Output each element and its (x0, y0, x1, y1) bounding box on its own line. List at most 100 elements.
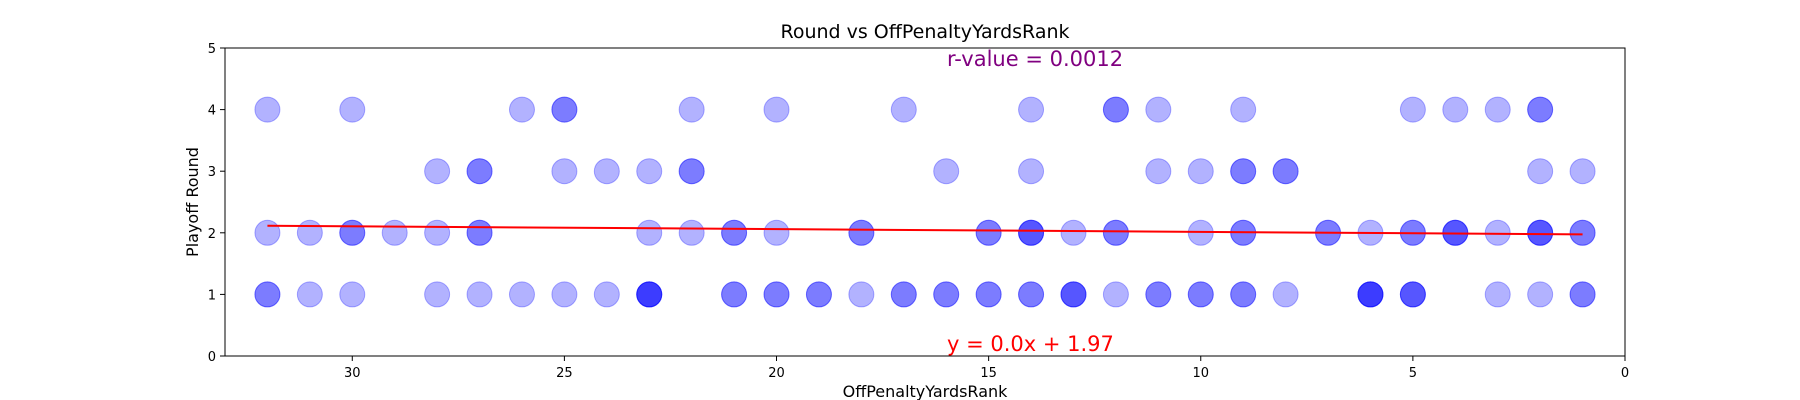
scatter-point (636, 281, 663, 308)
scatter-point (678, 158, 705, 185)
scatter-point (763, 219, 790, 246)
scatter-point (1145, 281, 1172, 308)
scatter-point (1018, 281, 1045, 308)
scatter-point (1018, 158, 1045, 185)
scatter-point (1102, 219, 1129, 246)
scatter-point (1442, 96, 1469, 123)
scatter-point (254, 281, 281, 308)
scatter-point (636, 281, 663, 308)
y-tick-label: 5 (208, 42, 216, 57)
x-tick-label: 10 (1192, 366, 1209, 381)
scatter-point (1527, 96, 1554, 123)
y-axis-ticks: 0 1 2 3 4 5 (208, 42, 225, 365)
x-axis-label: OffPenaltyYardsRank (843, 382, 1009, 400)
scatter-point (1102, 219, 1129, 246)
scatter-point (466, 281, 493, 308)
x-tick-label: 25 (556, 366, 573, 381)
scatter-point (339, 281, 366, 308)
scatter-point (1102, 96, 1129, 123)
scatter-point (933, 158, 960, 185)
scatter-point (1527, 219, 1554, 246)
scatter-point (1527, 96, 1554, 123)
scatter-point (1230, 158, 1257, 185)
scatter-point (1527, 219, 1554, 246)
scatter-point (1527, 219, 1554, 246)
scatter-point (424, 219, 451, 246)
scatter-point (466, 219, 493, 246)
scatter-point (1060, 281, 1087, 308)
scatter-point (1272, 158, 1299, 185)
x-tick-label: 5 (1409, 366, 1417, 381)
scatter-point (1018, 219, 1045, 246)
points-layer (254, 96, 1596, 308)
scatter-point (975, 281, 1002, 308)
scatter-point (551, 158, 578, 185)
scatter-point (593, 281, 620, 308)
y-tick-label: 1 (208, 288, 216, 303)
y-tick-label: 2 (208, 227, 216, 242)
scatter-point (1230, 158, 1257, 185)
scatter-point (848, 219, 875, 246)
scatter-point (254, 96, 281, 123)
scatter-point (890, 281, 917, 308)
scatter-point (1102, 281, 1129, 308)
scatter-point (466, 158, 493, 185)
scatter-point (1527, 158, 1554, 185)
x-tick-label: 0 (1621, 366, 1629, 381)
x-tick-label: 30 (344, 366, 361, 381)
regression-equation-annotation: y = 0.0x + 1.97 (947, 332, 1114, 356)
scatter-point (1018, 96, 1045, 123)
scatter-point (1272, 158, 1299, 185)
scatter-point (1060, 281, 1087, 308)
scatter-point (508, 96, 535, 123)
y-tick-label: 0 (208, 350, 216, 365)
scatter-point (424, 281, 451, 308)
scatter-point (805, 281, 832, 308)
scatter-point (1527, 281, 1554, 308)
scatter-point (1399, 281, 1426, 308)
scatter-point (1399, 96, 1426, 123)
regression-line (267, 224, 1583, 236)
scatter-point (296, 219, 323, 246)
scatter-point (1484, 281, 1511, 308)
y-tick-label: 4 (208, 104, 216, 119)
plot-frame (224, 47, 1626, 357)
scatter-point (1145, 281, 1172, 308)
scatter-point (763, 281, 790, 308)
scatter-point (1145, 96, 1172, 123)
scatter-point (848, 281, 875, 308)
scatter-point (551, 281, 578, 308)
scatter-point (296, 281, 323, 308)
scatter-point (1230, 281, 1257, 308)
scatter-point (1569, 158, 1596, 185)
scatter-point (551, 96, 578, 123)
scatter-point (1187, 281, 1214, 308)
scatter-point (1018, 219, 1045, 246)
scatter-point (1399, 281, 1426, 308)
x-tick-label: 15 (980, 366, 997, 381)
scatter-point (1230, 281, 1257, 308)
scatter-point (678, 96, 705, 123)
scatter-point (508, 281, 535, 308)
scatter-point (1357, 281, 1384, 308)
scatter-point (339, 96, 366, 123)
scatter-point (1569, 219, 1596, 246)
y-tick-label: 3 (208, 165, 216, 180)
scatter-point (466, 158, 493, 185)
scatter-point (1018, 281, 1045, 308)
scatter-point (636, 219, 663, 246)
scatter-point (636, 158, 663, 185)
chart-title: Round vs OffPenaltyYardsRank (780, 21, 1069, 43)
scatter-point (1357, 281, 1384, 308)
scatter-point (1569, 281, 1596, 308)
scatter-point (254, 281, 281, 308)
scatter-point (678, 158, 705, 185)
scatter-point (1357, 281, 1384, 308)
scatter-point (636, 281, 663, 308)
scatter-point (551, 96, 578, 123)
scatter-point (721, 219, 748, 246)
scatter-point (1102, 96, 1129, 123)
scatter-point (1357, 281, 1384, 308)
